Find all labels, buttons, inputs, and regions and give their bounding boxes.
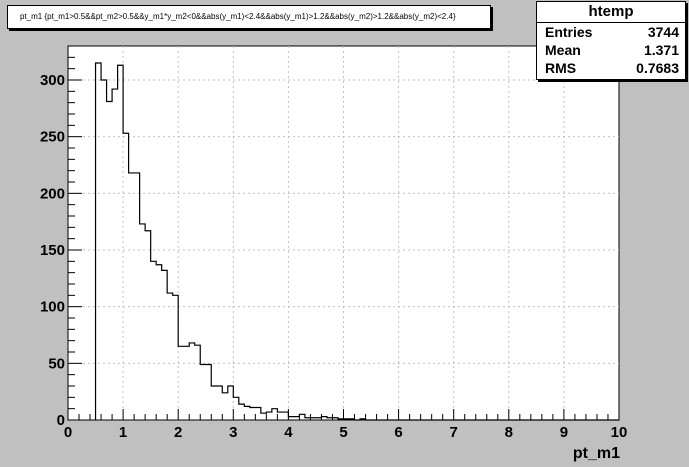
- y-axis: 0 50 100 150 200 250 300: [40, 45, 82, 429]
- x-tick-label: 3: [229, 424, 237, 441]
- x-axis: 0 1 2 3 4 5 6 7 8 9 10: [64, 409, 628, 441]
- y-tick-label: 0: [57, 412, 65, 429]
- y-tick-label: 100: [40, 299, 65, 316]
- x-tick-label: 10: [611, 424, 628, 441]
- histogram-title: pt_m1 {pt_m1>0.5&&pt_m2>0.5&&y_m1*y_m2<0…: [7, 5, 491, 29]
- stats-label: Entries: [545, 24, 593, 40]
- x-tick-label: 0: [64, 424, 72, 441]
- stats-value: 3744: [647, 24, 679, 40]
- x-axis-label: pt_m1: [573, 445, 620, 462]
- y-tick-label: 150: [40, 242, 65, 259]
- y-tick-label: 300: [40, 72, 65, 89]
- grid-lines: [68, 46, 619, 420]
- stats-label: Mean: [545, 42, 581, 58]
- x-tick-label: 7: [450, 424, 458, 441]
- histogram-title-text: pt_m1 {pt_m1>0.5&&pt_m2>0.5&&y_m1*y_m2<0…: [20, 12, 456, 21]
- stats-label: RMS: [545, 60, 577, 76]
- x-tick-label: 8: [505, 424, 513, 441]
- y-tick-label: 250: [40, 129, 65, 146]
- stats-box: htemp Entries 3744 Mean 1.371 RMS 0.7683: [536, 1, 686, 80]
- y-tick-label: 50: [48, 355, 65, 372]
- stats-row-rms: RMS 0.7683: [537, 59, 685, 77]
- x-tick-label: 4: [284, 424, 293, 441]
- y-tick-label: 200: [40, 185, 65, 202]
- stats-value: 1.371: [643, 42, 679, 58]
- histogram-series-line: [94, 62, 619, 421]
- stats-row-entries: Entries 3744: [537, 23, 685, 41]
- stats-row-mean: Mean 1.371: [537, 41, 685, 59]
- stats-box-name: htemp: [537, 2, 685, 23]
- x-tick-label: 1: [119, 424, 127, 441]
- x-tick-label: 2: [174, 424, 182, 441]
- x-tick-label: 6: [394, 424, 402, 441]
- x-tick-label: 5: [339, 424, 347, 441]
- x-tick-label: 9: [560, 424, 568, 441]
- stats-value: 0.7683: [636, 60, 679, 76]
